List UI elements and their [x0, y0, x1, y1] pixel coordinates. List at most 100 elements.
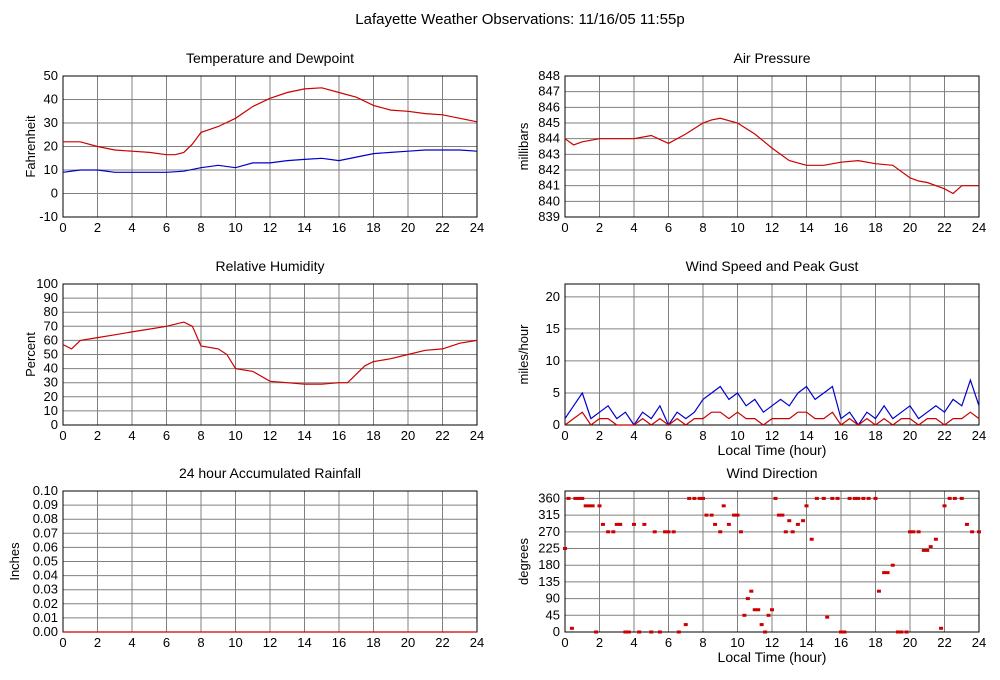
x-tick-label: 24	[972, 220, 986, 235]
scatter-point	[933, 537, 938, 541]
y-tick-label: 840	[538, 193, 560, 208]
series-line-1	[62, 149, 478, 173]
plot-frame	[564, 283, 980, 426]
x-axis-label: Local Time (hour)	[718, 442, 827, 458]
scatter-point	[876, 589, 881, 593]
x-tick-label: 12	[765, 428, 779, 443]
y-tick-label: 40	[44, 92, 58, 107]
x-tick-label: 18	[366, 635, 380, 650]
scatter-point	[583, 504, 588, 508]
scatter-point	[873, 496, 878, 500]
x-tick-label: 14	[799, 635, 813, 650]
y-tick-label: 180	[538, 557, 560, 572]
x-tick-label: 16	[834, 635, 848, 650]
scatter-point	[904, 630, 909, 634]
x-tick-label: 4	[630, 220, 637, 235]
scatter-point	[600, 522, 605, 526]
x-tick-label: 10	[730, 220, 744, 235]
scatter-point	[614, 522, 619, 526]
scatter-point	[683, 623, 688, 627]
scatter-point	[925, 548, 930, 552]
x-tick-label: 24	[470, 428, 484, 443]
scatter-point	[885, 571, 890, 575]
scatter-point	[726, 522, 731, 526]
scatter-point	[908, 530, 912, 534]
x-tick-label: 6	[163, 635, 170, 650]
scatter-point	[738, 530, 743, 534]
y-tick-label: 20	[546, 289, 560, 304]
x-tick-label: 18	[868, 635, 882, 650]
y-tick-label: 50	[44, 68, 58, 83]
y-tick-label: 10	[44, 403, 58, 418]
x-tick-label: 16	[332, 428, 346, 443]
scatter-point	[847, 496, 852, 500]
x-tick-label: 16	[834, 220, 848, 235]
x-tick-label: 20	[401, 428, 415, 443]
chart-title: Wind Speed and Peak Gust	[686, 258, 859, 274]
x-tick-label: 22	[937, 635, 951, 650]
x-tick-label: 14	[297, 220, 311, 235]
y-tick-label: 80	[44, 304, 58, 319]
y-tick-label: 0.00	[33, 624, 58, 639]
x-tick-label: 22	[937, 428, 951, 443]
x-tick-label: 10	[228, 428, 242, 443]
y-tick-label: 845	[538, 115, 560, 130]
x-tick-label: 10	[730, 428, 744, 443]
scatter-point	[964, 522, 969, 526]
scatter-point	[623, 630, 628, 634]
scatter-point	[921, 548, 926, 552]
chart-title: Relative Humidity	[216, 258, 325, 274]
y-tick-label: 5	[553, 385, 560, 400]
scatter-point	[735, 513, 740, 517]
scatter-point	[977, 530, 981, 534]
scatter-point	[947, 496, 952, 500]
scatter-point	[861, 496, 866, 500]
x-tick-label: 20	[903, 428, 917, 443]
scatter-point	[814, 496, 819, 500]
x-tick-label: 4	[128, 220, 135, 235]
y-tick-label: 15	[546, 321, 560, 336]
scatter-point	[718, 530, 723, 534]
y-tick-label: 0	[553, 624, 560, 639]
scatter-point	[732, 513, 737, 517]
scatter-point	[756, 608, 761, 612]
page-title: Lafayette Weather Observations: 11/16/05…	[355, 11, 684, 28]
x-tick-label: 8	[197, 428, 204, 443]
scatter-point	[852, 496, 857, 500]
scatter-point	[752, 608, 757, 612]
scatter-point	[970, 530, 975, 534]
x-tick-label: 8	[699, 635, 706, 650]
scatter-point	[795, 522, 800, 526]
plot-frame	[564, 490, 980, 633]
x-tick-label: 2	[596, 635, 603, 650]
scatter-point	[749, 589, 754, 593]
plot-frame	[62, 283, 478, 426]
y-tick-label: 315	[538, 507, 560, 522]
x-tick-label: 0	[59, 635, 66, 650]
x-tick-label: 18	[868, 428, 882, 443]
scatter-point	[804, 504, 809, 508]
y-tick-label: 225	[538, 541, 560, 556]
scatter-point	[830, 496, 835, 500]
chart-title: Air Pressure	[733, 50, 810, 66]
scatter-point	[587, 504, 592, 508]
x-tick-label: 12	[765, 220, 779, 235]
y-tick-label: 100	[36, 276, 58, 291]
scatter-point	[839, 630, 843, 634]
y-axis-label: millibars	[516, 122, 531, 170]
y-tick-label: 842	[538, 162, 560, 177]
chart-title: Temperature and Dewpoint	[186, 50, 354, 66]
x-tick-label: 24	[972, 635, 986, 650]
series-line-0	[63, 87, 478, 156]
scatter-point	[697, 496, 702, 500]
y-tick-label: 60	[44, 332, 58, 347]
scatter-point	[916, 530, 921, 534]
scatter-point	[632, 522, 636, 526]
y-tick-label: 90	[546, 591, 560, 606]
scatter-point	[939, 626, 944, 630]
scatter-point	[821, 496, 826, 500]
x-tick-label: 22	[435, 220, 449, 235]
x-tick-label: 24	[470, 635, 484, 650]
x-tick-label: 4	[630, 635, 637, 650]
